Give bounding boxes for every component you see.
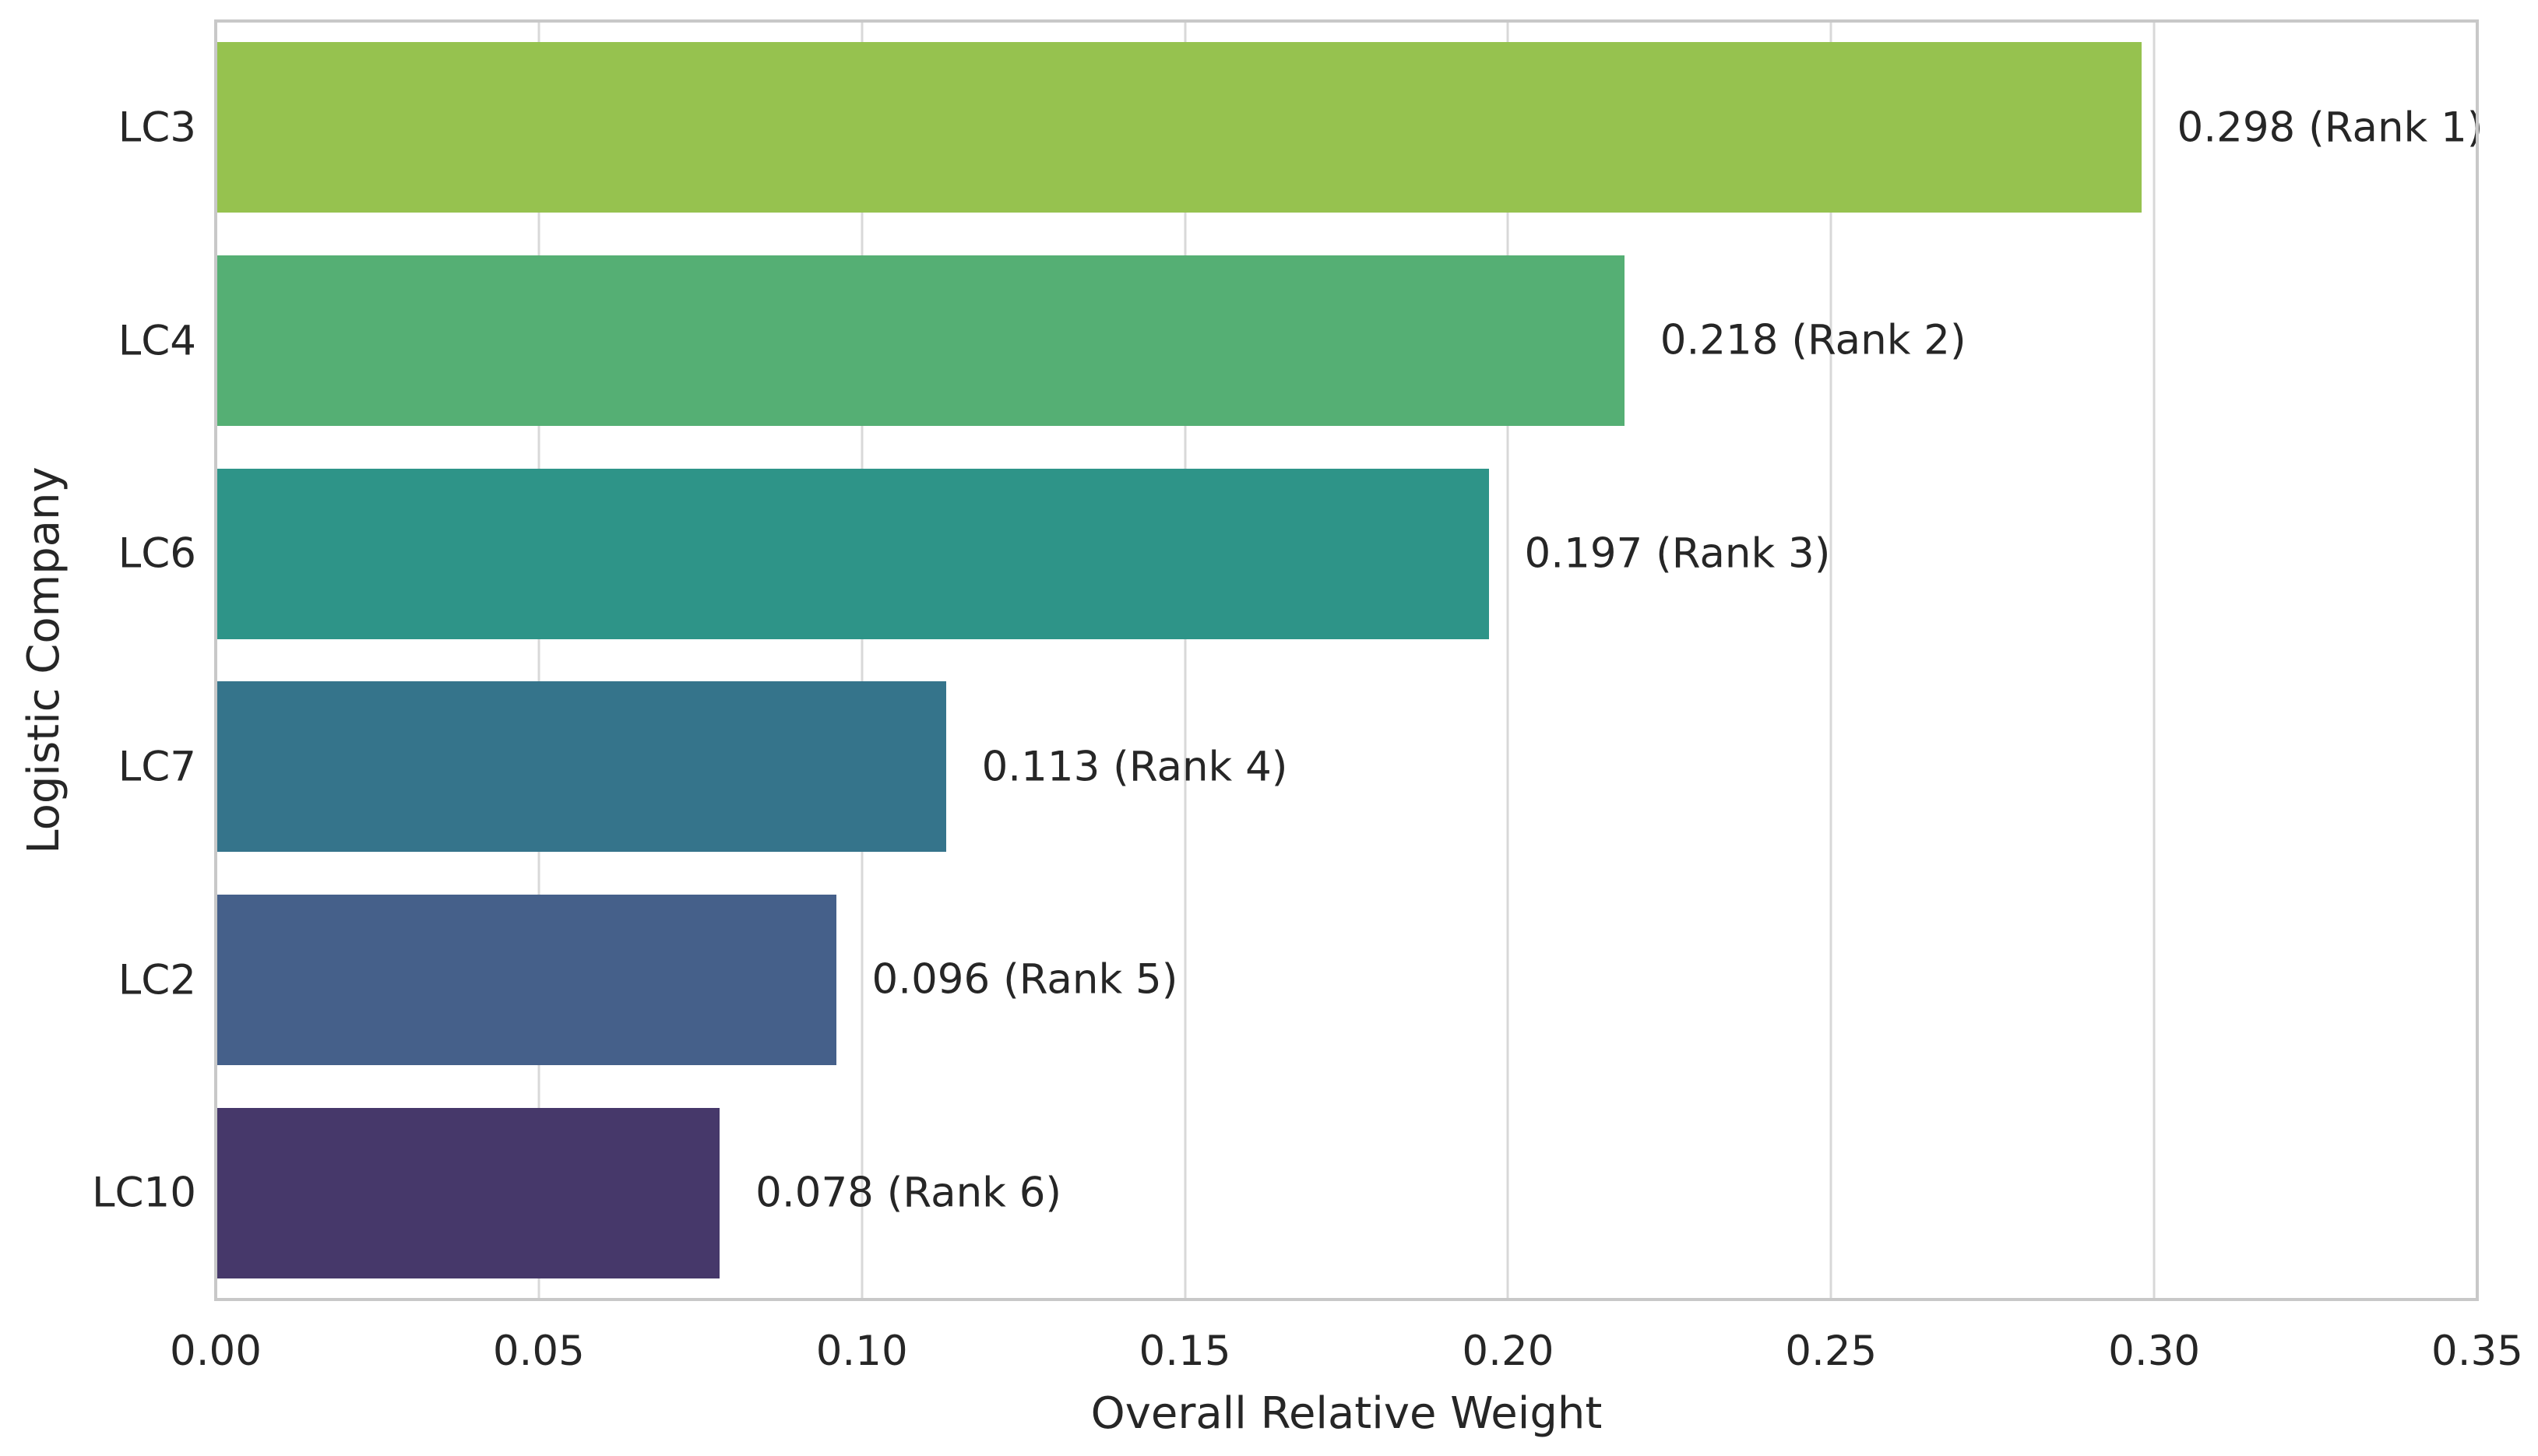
bar-LC6 [216, 468, 1489, 639]
y-tick-label: LC3 [118, 104, 196, 152]
bar-row-LC2: 0.096 (Rank 5) [216, 874, 2477, 1087]
x-axis-title: Overall Relative Weight [1090, 1388, 1603, 1439]
gridline-x-0.30 [2153, 21, 2156, 1299]
plot-area: 0.00 0.05 0.10 0.15 0.20 0.25 0.30 0.35 0.298 (R… [92, 19, 2523, 1372]
bar-value-label: 0.298 (Rank 1) [2177, 104, 2483, 152]
bar-LC4 [216, 255, 1625, 426]
bar-value-label: 0.096 (Rank 5) [871, 955, 1178, 1004]
gridline-x-0.10 [861, 21, 864, 1299]
x-tick-label: 0.35 [2431, 1328, 2524, 1375]
x-tick-label: 0.15 [1139, 1328, 1231, 1375]
bar-LC10 [216, 1107, 720, 1278]
bar-value-label: 0.218 (Rank 2) [1660, 316, 1966, 364]
y-tick-label: LC2 [118, 956, 196, 1004]
gridline-x-0.05 [537, 21, 540, 1299]
bar-row-LC4: 0.218 (Rank 2) [216, 234, 2477, 448]
y-axis-title: Logistic Company [19, 466, 69, 854]
y-tick-label: LC10 [92, 1169, 196, 1217]
bar-LC2 [216, 895, 836, 1065]
y-tick-label: LC6 [118, 529, 196, 578]
bar-row-LC10: 0.078 (Rank 6) [216, 1086, 2477, 1299]
bar-LC3 [216, 42, 2142, 213]
bar-row-LC6: 0.197 (Rank 3) [216, 447, 2477, 660]
gridline-x-0.15 [1184, 21, 1187, 1299]
gridline-x-0.20 [1506, 21, 1509, 1299]
y-tick-label: LC4 [118, 317, 196, 364]
bar-value-label: 0.197 (Rank 3) [1524, 529, 1831, 578]
bar-row-LC7: 0.113 (Rank 4) [216, 660, 2477, 874]
bar-value-label: 0.078 (Rank 6) [755, 1169, 1062, 1217]
x-tick-label: 0.25 [1785, 1328, 1878, 1375]
x-tick-label: 0.20 [1462, 1328, 1554, 1375]
gridline-x-0.25 [1829, 21, 1832, 1299]
bar-LC7 [216, 681, 946, 853]
y-tick-label: LC7 [118, 743, 196, 791]
x-tick-label: 0.30 [2108, 1328, 2201, 1375]
x-tick-label: 0.05 [492, 1328, 585, 1375]
x-tick-label: 0.10 [815, 1328, 908, 1375]
bar-value-label: 0.113 (Rank 4) [981, 743, 1288, 791]
bar-row-LC3: 0.298 (Rank 1) [216, 21, 2483, 234]
x-tick-label: 0.00 [169, 1328, 262, 1375]
